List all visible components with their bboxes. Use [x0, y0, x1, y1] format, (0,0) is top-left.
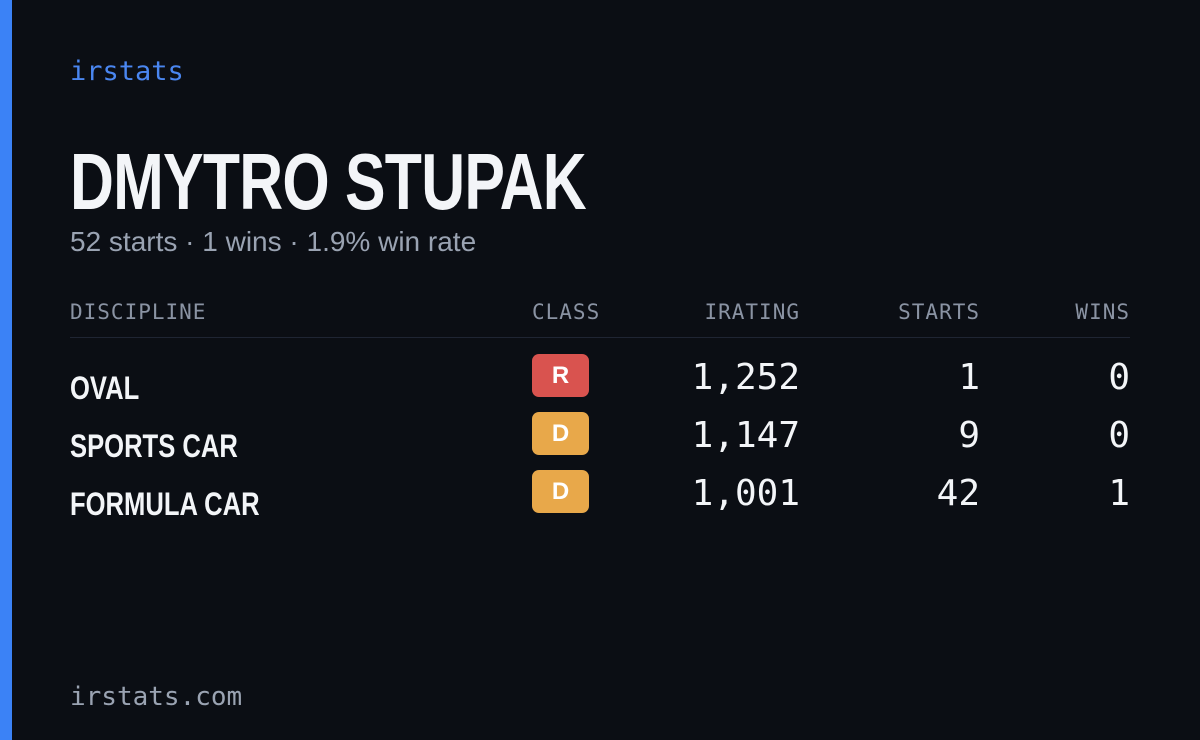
footer: irstats.com: [70, 682, 243, 712]
starts: 1: [958, 357, 980, 398]
column-header: IRATING: [704, 300, 800, 324]
brand: irstats: [70, 56, 184, 87]
class-badge: R: [532, 354, 589, 397]
column-header: STARTS: [898, 300, 980, 324]
discipline: SPORTS CAR: [70, 428, 238, 464]
class-badge: D: [532, 470, 589, 513]
discipline: FORMULA CAR: [70, 486, 260, 522]
driver-summary: 52 starts · 1 wins · 1.9% win rate: [70, 226, 477, 257]
column-header: CLASS: [532, 300, 601, 324]
wins: 0: [1108, 357, 1130, 398]
wins: 0: [1108, 415, 1130, 456]
starts: 9: [958, 415, 980, 456]
irating: 1,252: [691, 357, 800, 398]
class-badge: D: [532, 412, 589, 455]
column-header: WINS: [1075, 300, 1130, 324]
accent-bar: [0, 0, 12, 740]
header-rule: [70, 337, 1130, 338]
driver-name: DMYTRO STUPAK: [70, 137, 587, 226]
starts: 42: [936, 473, 980, 514]
column-header: DISCIPLINE: [70, 300, 207, 324]
wins: 1: [1108, 473, 1130, 514]
irating: 1,001: [691, 473, 800, 514]
discipline: OVAL: [70, 370, 140, 406]
irating: 1,147: [691, 415, 800, 456]
